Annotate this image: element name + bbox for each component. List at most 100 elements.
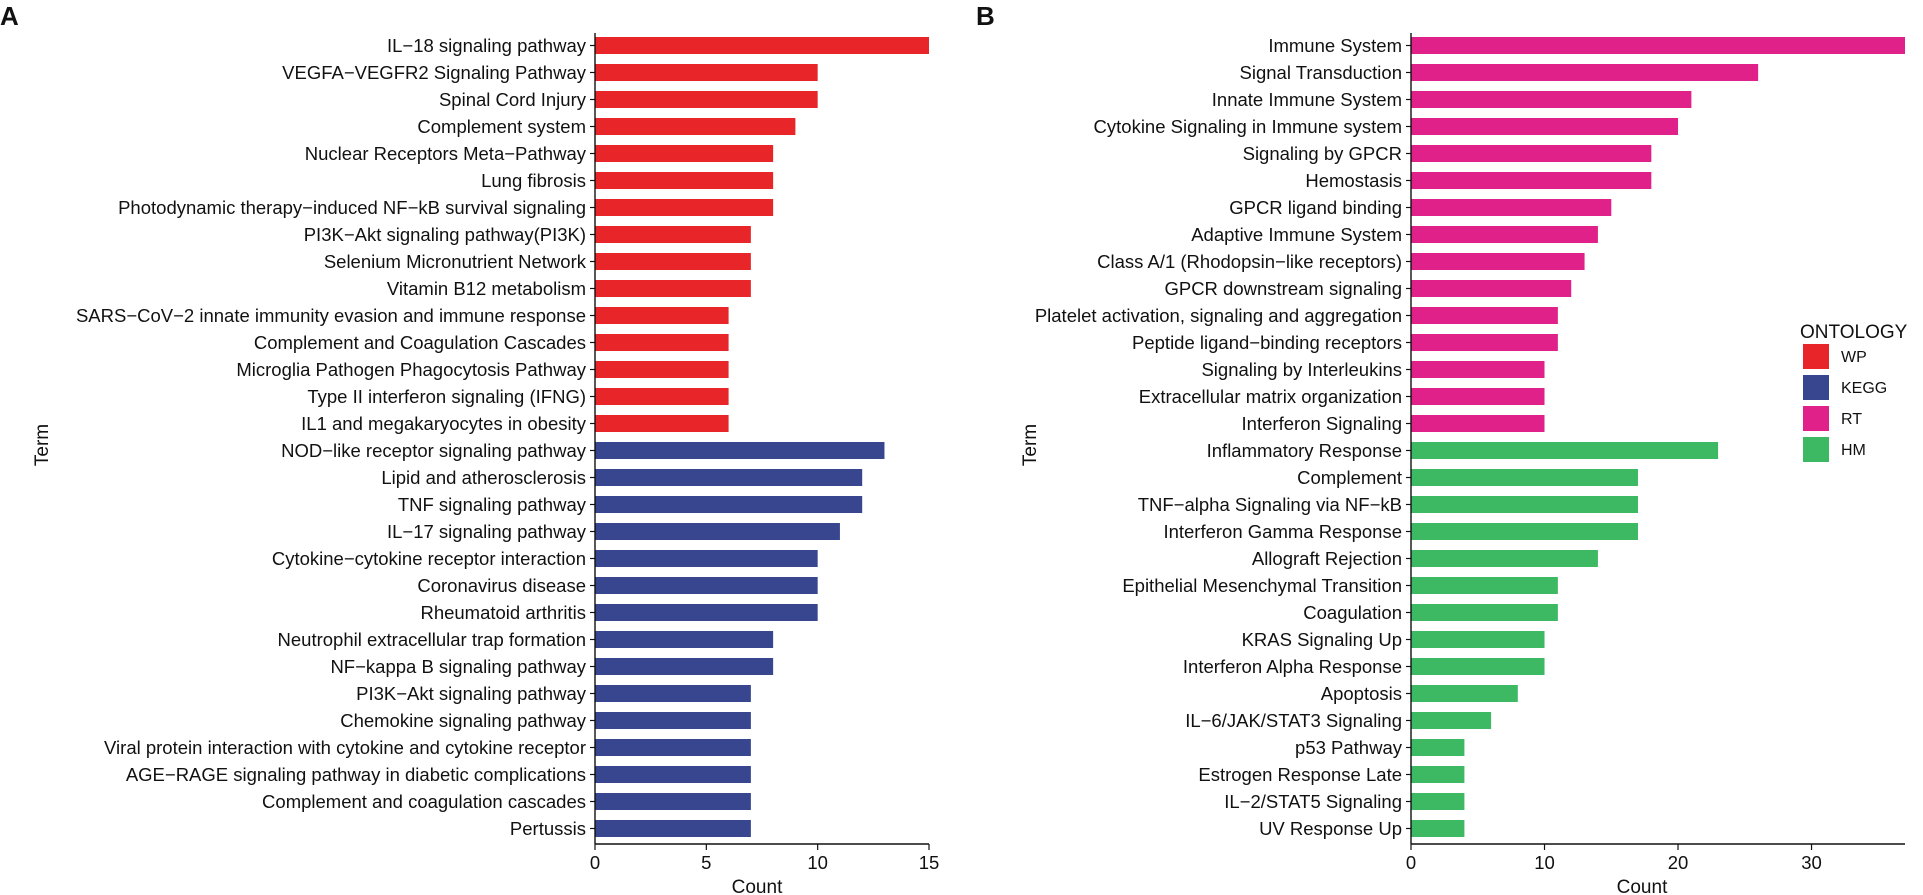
panel-a-y-tick-label: Type II interferon signaling (IFNG) — [307, 386, 586, 407]
panel-b-bar-interferon-signaling — [1411, 415, 1545, 432]
panel-b-bar-peptide-ligand-binding-receptors — [1411, 334, 1558, 351]
panel-a-bar-vegfa-vegfr2-signaling-pathway — [595, 64, 818, 81]
panel-a-x-tick-label: 5 — [701, 852, 711, 873]
panel-b-bar-complement — [1411, 469, 1638, 486]
panel-b-y-tick-label: Interferon Signaling — [1242, 413, 1402, 434]
panel-a-y-tick-label: Cytokine−cytokine receptor interaction — [272, 548, 586, 569]
panel-a-bar-lung-fibrosis — [595, 172, 774, 189]
legend-swatch-wp — [1803, 344, 1829, 369]
panel-a-y-tick-label: PI3K−Akt signaling pathway(PI3K) — [304, 224, 586, 245]
panel-b-bar-adaptive-immune-system — [1411, 226, 1598, 243]
legend-title: ONTOLOGY — [1800, 322, 1908, 343]
panel-b-y-tick-label: Hemostasis — [1305, 170, 1402, 191]
panel-a-y-axis-title: Term — [32, 424, 53, 466]
panel-a-y-tick-label: AGE−RAGE signaling pathway in diabetic c… — [126, 764, 586, 785]
panel-b-x-tick-label: 0 — [1406, 852, 1416, 873]
panel-a-y-tick-label: Lipid and atherosclerosis — [381, 467, 586, 488]
panel-b-x-tick-label: 10 — [1534, 852, 1555, 873]
panel-a-y-tick-label: NF−kappa B signaling pathway — [330, 656, 586, 677]
panel-a-y-tick-label: Nuclear Receptors Meta−Pathway — [305, 143, 587, 164]
panel-b-bar-il-6-jak-stat3-signaling — [1411, 712, 1492, 729]
panel-a-bar-rheumatoid-arthritis — [595, 604, 818, 621]
panel-b-y-tick-label: Inflammatory Response — [1207, 440, 1402, 461]
panel-a-bar-selenium-micronutrient-network — [595, 253, 751, 270]
panel-a-y-tick-label: Photodynamic therapy−induced NF−kB survi… — [118, 197, 586, 218]
panel-a-bar-nf-kappa-b-signaling-pathway — [595, 658, 774, 675]
panel-b-y-tick-label: Epithelial Mesenchymal Transition — [1122, 575, 1402, 596]
panel-b-x-tick-label: 30 — [1801, 852, 1822, 873]
panel-a-bar-chemokine-signaling-pathway — [595, 712, 751, 729]
panel-a-bar-pi3k-akt-signaling-pathway-pi3k — [595, 226, 751, 243]
panel-b-x-axis-title: Count — [1617, 877, 1668, 895]
panel-a-y-tick-label: IL−18 signaling pathway — [387, 35, 587, 56]
panel-a-y-tick-label: SARS−CoV−2 innate immunity evasion and i… — [76, 305, 586, 326]
panel-b-bar-hemostasis — [1411, 172, 1652, 189]
panel-b-bar-signaling-by-gpcr — [1411, 145, 1652, 162]
panel-b-y-tick-label: Peptide ligand−binding receptors — [1132, 332, 1402, 353]
panel-a-bar-neutrophil-extracellular-trap-formation — [595, 631, 774, 648]
panel-a-bar-il1-and-megakaryocytes-in-obesity — [595, 415, 729, 432]
panel-b-bar-interferon-alpha-response — [1411, 658, 1545, 675]
panel-b-y-tick-label: TNF−alpha Signaling via NF−kB — [1138, 494, 1402, 515]
panel-b-y-tick-label: Apoptosis — [1321, 683, 1402, 704]
panel-b-y-tick-label: Signaling by GPCR — [1243, 143, 1402, 164]
panel-a-label: A — [0, 1, 19, 31]
panel-a-bar-complement-and-coagulation-cascades — [595, 793, 751, 810]
panel-b-bar-extracellular-matrix-organization — [1411, 388, 1545, 405]
legend-swatch-hm — [1803, 437, 1829, 462]
panel-b-y-tick-label: IL−6/JAK/STAT3 Signaling — [1185, 710, 1402, 731]
panel-b-bar-gpcr-downstream-signaling — [1411, 280, 1572, 297]
panel-a-bar-spinal-cord-injury — [595, 91, 818, 108]
panel-b-bar-interferon-gamma-response — [1411, 523, 1638, 540]
panel-a-y-tick-label: IL−17 signaling pathway — [387, 521, 587, 542]
panel-a-bar-vitamin-b12-metabolism — [595, 280, 751, 297]
panel-b-bar-apoptosis — [1411, 685, 1518, 702]
panel-b-y-tick-label: UV Response Up — [1259, 818, 1402, 839]
panel-b-y-axis-title: Term — [1020, 424, 1041, 466]
panel-b-y-tick-label: Platelet activation, signaling and aggre… — [1035, 305, 1402, 326]
panel-a-y-tick-label: Complement and coagulation cascades — [262, 791, 586, 812]
panel-b-bar-cytokine-signaling-in-immune-system — [1411, 118, 1679, 135]
panel-a-bar-coronavirus-disease — [595, 577, 818, 594]
panel-a-bar-lipid-and-atherosclerosis — [595, 469, 863, 486]
panel-b-y-tick-label: Complement — [1297, 467, 1402, 488]
panel-a-y-tick-label: IL1 and megakaryocytes in obesity — [301, 413, 587, 434]
panel-b-bar-class-a-1-rhodopsin-like-receptors — [1411, 253, 1585, 270]
legend-label-wp: WP — [1841, 349, 1867, 366]
panel-b-bar-innate-immune-system — [1411, 91, 1692, 108]
panel-b-bar-platelet-activation-signaling-and-aggregation — [1411, 307, 1558, 324]
panel-a-bar-photodynamic-therapy-induced-nf-kb-survival-signaling — [595, 199, 774, 216]
panel-a-bar-complement-and-coagulation-cascades — [595, 334, 729, 351]
panel-a-y-tick-label: TNF signaling pathway — [398, 494, 587, 515]
panel-b-y-tick-label: Adaptive Immune System — [1191, 224, 1402, 245]
panel-a-x-tick-label: 10 — [807, 852, 828, 873]
panel-b-bar-coagulation — [1411, 604, 1558, 621]
panel-b-y-tick-label: Estrogen Response Late — [1198, 764, 1402, 785]
panel-a-x-axis-title: Count — [732, 877, 783, 895]
panel-b-bar-epithelial-mesenchymal-transition — [1411, 577, 1558, 594]
panel-b-bar-tnf-alpha-signaling-via-nf-kb — [1411, 496, 1638, 513]
panel-a-y-tick-label: Rheumatoid arthritis — [420, 602, 586, 623]
panel-a-y-tick-label: Chemokine signaling pathway — [340, 710, 587, 731]
panel-b-bar-il-2-stat5-signaling — [1411, 793, 1465, 810]
legend: ONTOLOGY WP KEGG RT HM — [1800, 322, 1908, 462]
panel-a-y-tick-label: Coronavirus disease — [417, 575, 586, 596]
panel-a-bar-complement-system — [595, 118, 796, 135]
panel-a-y-tick-label: Complement system — [417, 116, 586, 137]
panel-a-bar-pertussis — [595, 820, 751, 837]
panel-a-bar-viral-protein-interaction-with-cytokine-and-cytokine-receptor — [595, 739, 751, 756]
legend-label-rt: RT — [1841, 411, 1862, 428]
panel-a-bar-pi3k-akt-signaling-pathway — [595, 685, 751, 702]
panel-a-bar-il-18-signaling-pathway — [595, 37, 929, 54]
panel-b-bar-signal-transduction — [1411, 64, 1759, 81]
panel-a-bar-type-ii-interferon-signaling-ifng — [595, 388, 729, 405]
panel-b-bar-immune-system — [1411, 37, 1905, 54]
panel-a-y-tick-label: Viral protein interaction with cytokine … — [104, 737, 586, 758]
legend-label-kegg: KEGG — [1841, 380, 1887, 397]
panel-b-bar-allograft-rejection — [1411, 550, 1598, 567]
panel-a-y-tick-label: Complement and Coagulation Cascades — [254, 332, 586, 353]
panel-a-y-tick-label: Vitamin B12 metabolism — [387, 278, 586, 299]
panel-b-label: B — [976, 1, 995, 31]
legend-swatch-rt — [1803, 406, 1829, 431]
legend-swatch-kegg — [1803, 375, 1829, 400]
